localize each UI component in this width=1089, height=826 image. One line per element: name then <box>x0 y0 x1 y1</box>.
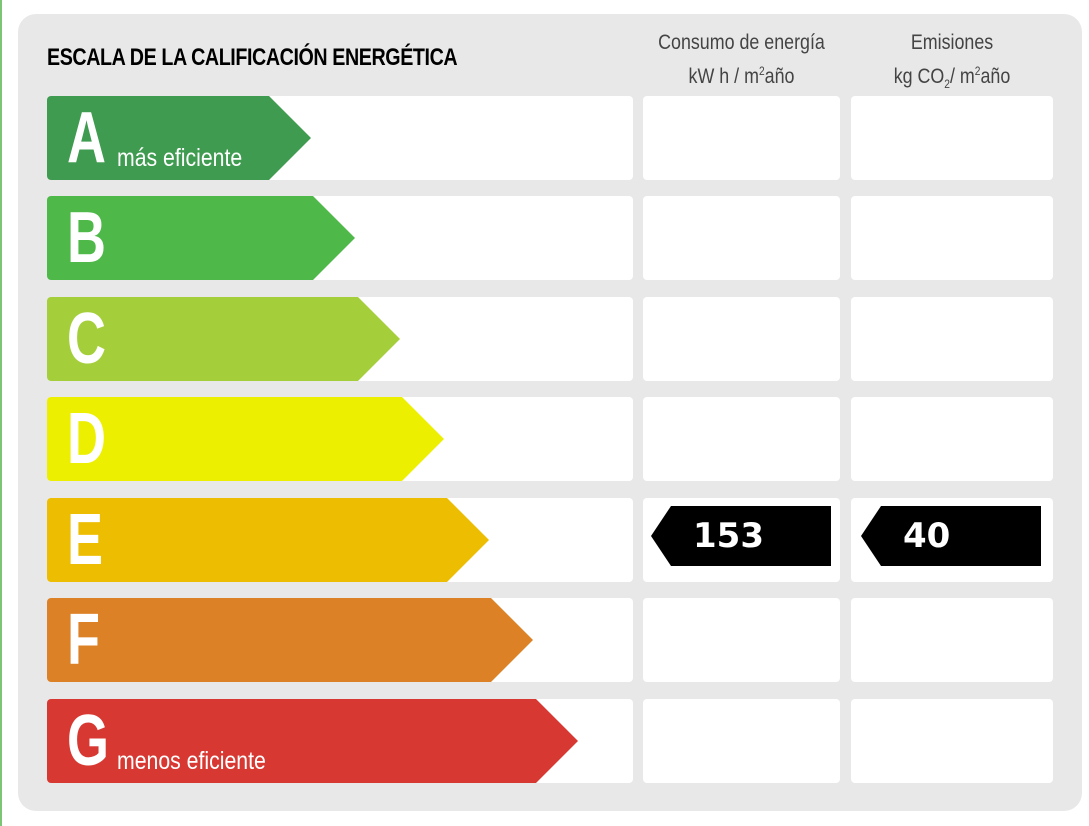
rating-arrow: D <box>47 397 444 481</box>
rating-arrow: E <box>47 498 489 582</box>
column-header-emisiones: Emisiones kg CO2/ m2año <box>866 28 1038 99</box>
emisiones-cell <box>851 397 1053 481</box>
emisiones-cell <box>851 699 1053 783</box>
emisiones-cell <box>851 196 1053 280</box>
rating-letter: C <box>67 299 106 379</box>
rating-row-b: B <box>0 196 1089 280</box>
rating-arrow: B <box>47 196 355 280</box>
rating-letter: F <box>67 600 100 680</box>
label-title: ESCALA DE LA CALIFICACIÓN ENERGÉTICA <box>47 44 458 71</box>
rating-row-d: D <box>0 397 1089 481</box>
rating-letter: A <box>67 98 106 178</box>
emisiones-cell <box>851 598 1053 682</box>
consumo-cell <box>643 699 840 783</box>
rating-arrow: G menos eficiente <box>47 699 578 783</box>
emisiones-unit: kg CO2/ m2año <box>893 64 1011 92</box>
rating-letter: D <box>67 399 106 479</box>
rating-arrow: F <box>47 598 533 682</box>
consumo-value: 153 <box>693 516 764 556</box>
rating-arrow: A más eficiente <box>47 96 311 180</box>
rating-row-c: C <box>0 297 1089 381</box>
consumo-cell <box>643 598 840 682</box>
rating-row-a: A más eficiente <box>0 96 1089 180</box>
rating-sublabel: menos eficiente <box>117 747 266 775</box>
emisiones-cell <box>851 297 1053 381</box>
rating-letter: G <box>67 701 110 781</box>
rating-sublabel: más eficiente <box>117 144 243 172</box>
rating-row-e: E 153 40 <box>0 498 1089 582</box>
rating-arrow: C <box>47 297 400 381</box>
consumo-value-indicator: 153 <box>651 506 831 566</box>
emisiones-value: 40 <box>903 516 951 556</box>
consumo-cell <box>643 397 840 481</box>
rating-row-g: G menos eficiente <box>0 699 1089 783</box>
rating-letter: E <box>67 500 104 580</box>
rating-row-f: F <box>0 598 1089 682</box>
consumo-cell <box>643 297 840 381</box>
left-edge-line <box>0 0 2 826</box>
consumo-cell <box>643 196 840 280</box>
consumo-unit: kW h / m2año <box>688 64 795 88</box>
emisiones-cell <box>851 96 1053 180</box>
emisiones-value-indicator: 40 <box>861 506 1041 566</box>
rating-letter: B <box>67 198 106 278</box>
consumo-cell <box>643 96 840 180</box>
emisiones-header-line1: Emisiones <box>910 31 994 54</box>
consumo-header-line1: Consumo de energía <box>658 31 825 54</box>
column-header-consumo: Consumo de energía kW h / m2año <box>658 28 825 91</box>
